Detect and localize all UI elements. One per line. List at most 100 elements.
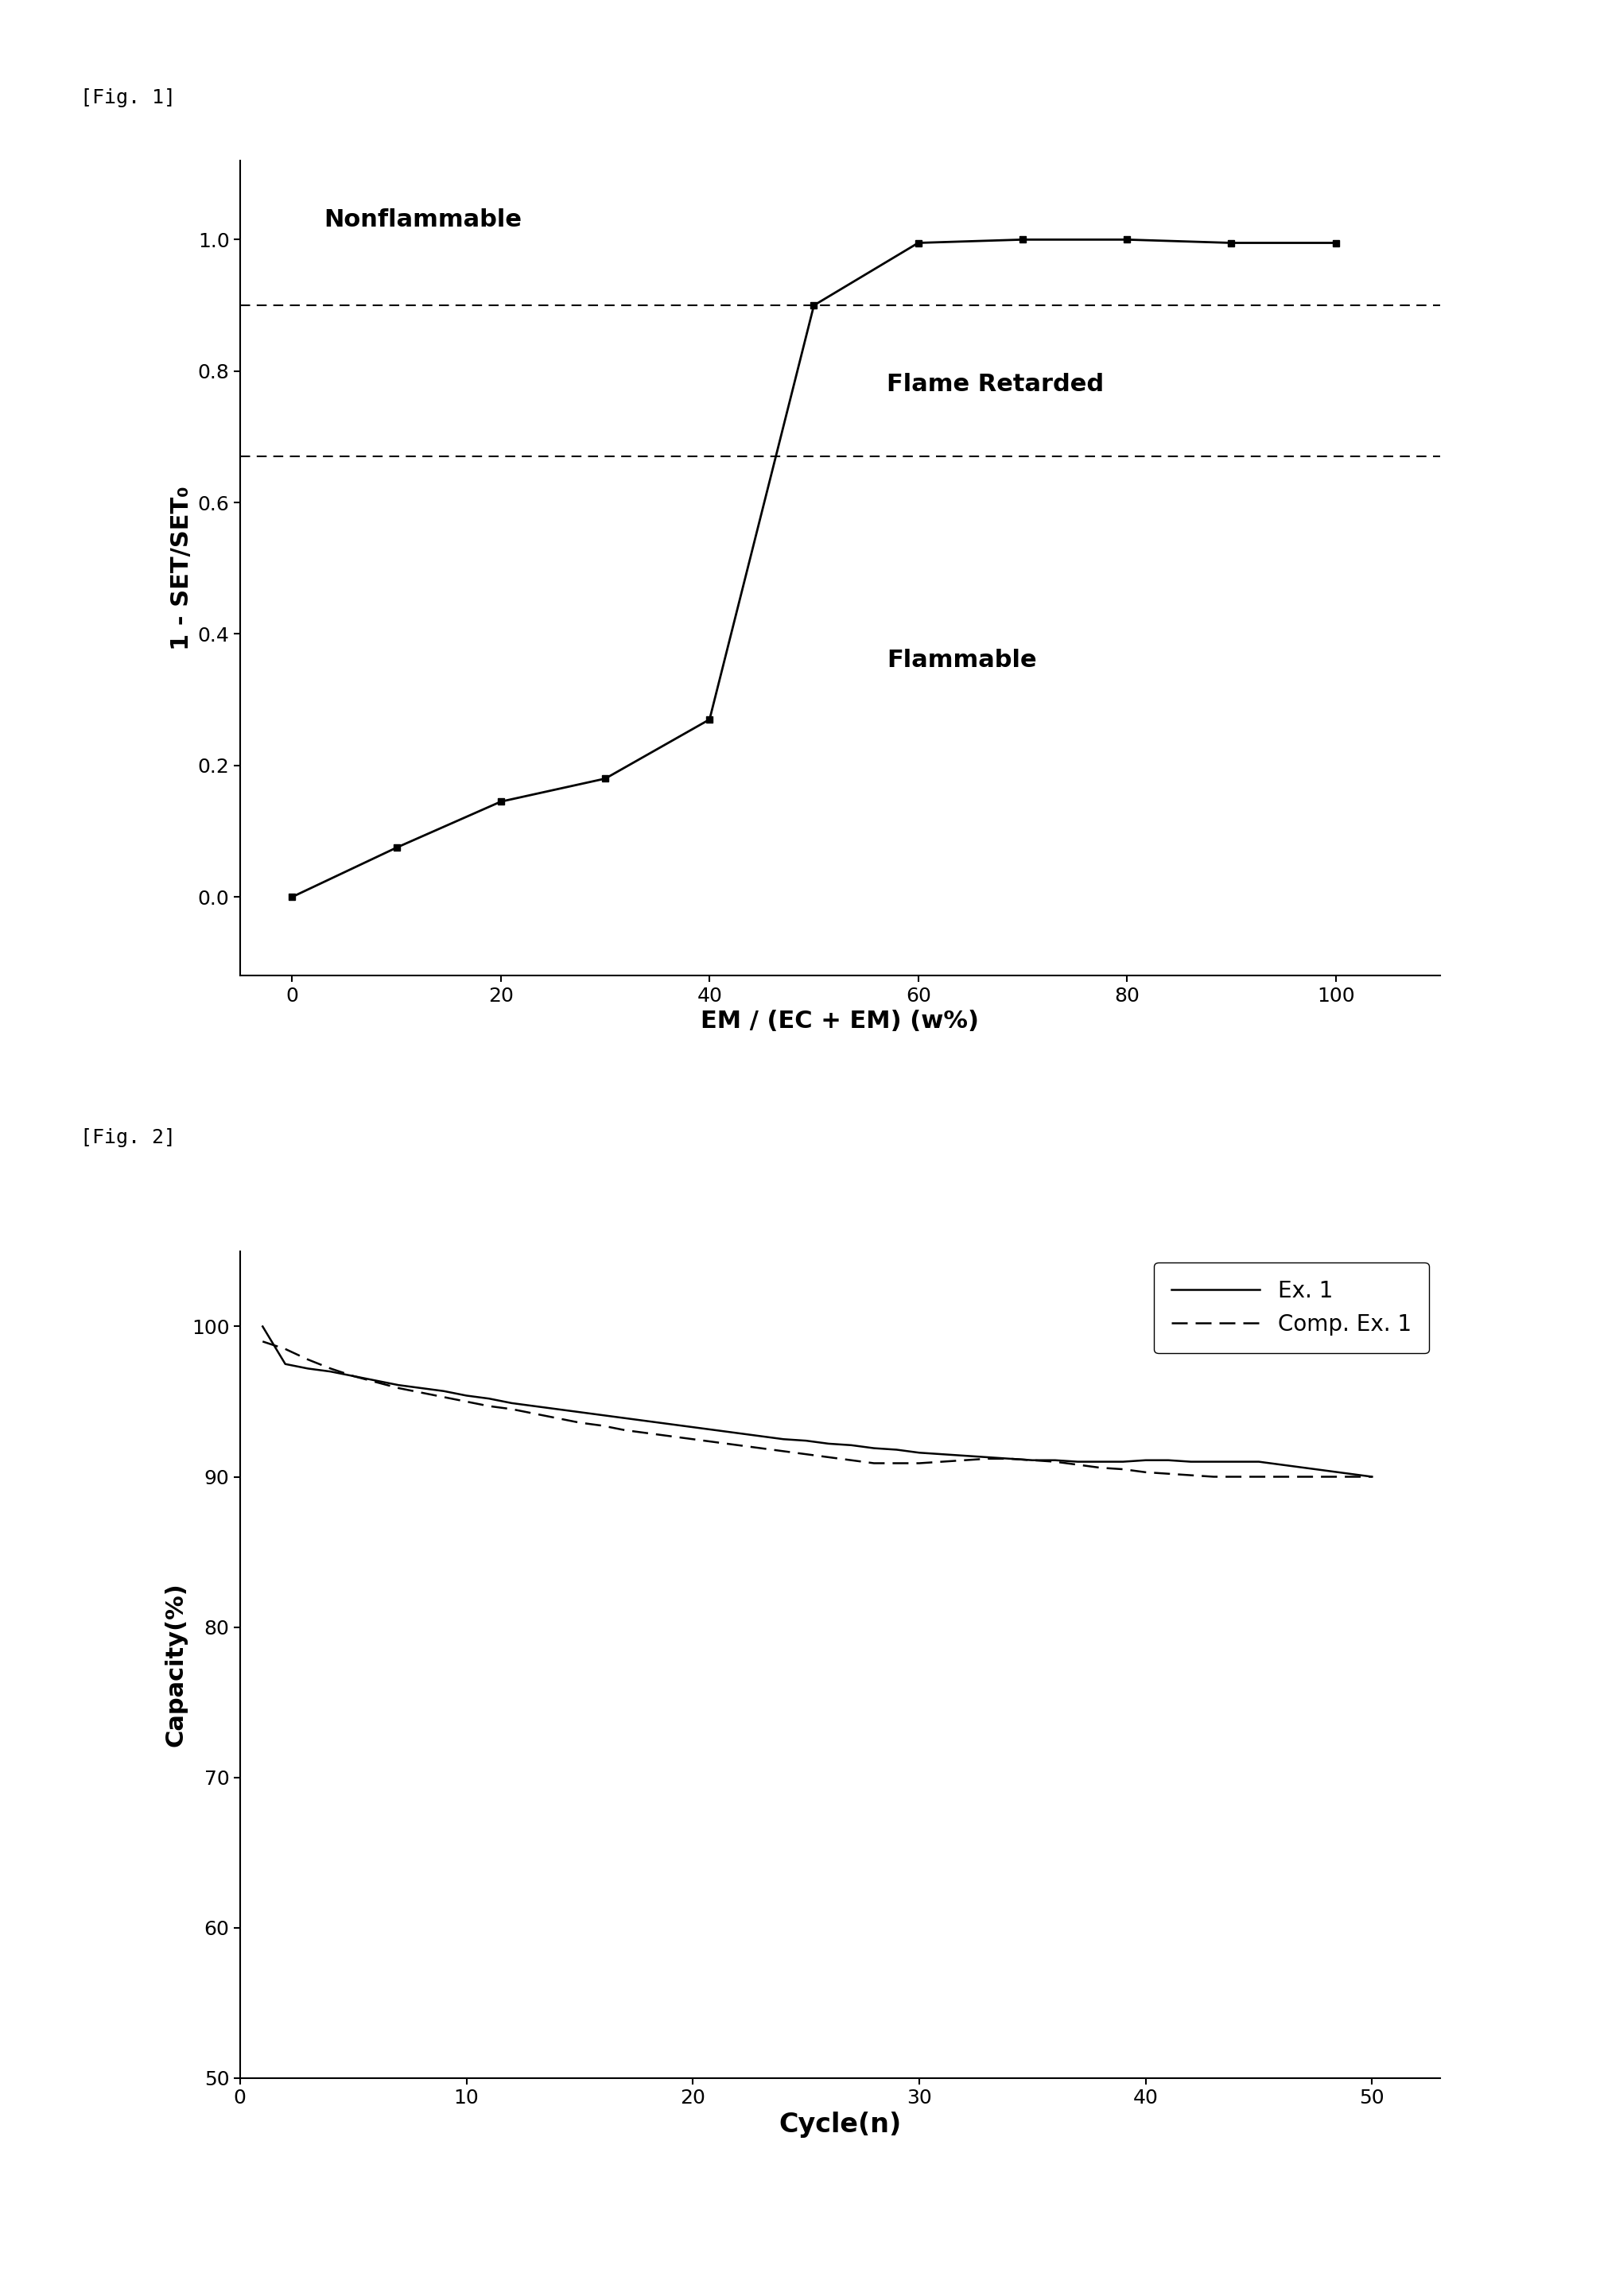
Ex. 1 <box>955 1442 974 1469</box>
Comp. Ex. 1 <box>1317 1463 1336 1490</box>
Ex. 1 <box>344 1362 363 1389</box>
Comp. Ex. 1 <box>774 1437 794 1465</box>
Line: Ex. 1: Ex. 1 <box>262 1327 1373 1476</box>
Ex. 1 <box>728 1419 747 1446</box>
Comp. Ex. 1 <box>298 1345 317 1373</box>
Ex. 1 <box>978 1444 997 1472</box>
Comp. Ex. 1 <box>819 1444 838 1472</box>
Y-axis label: 1 - SET/SET₀: 1 - SET/SET₀ <box>170 487 194 650</box>
Ex. 1 <box>683 1414 702 1442</box>
Comp. Ex. 1 <box>322 1355 341 1382</box>
Comp. Ex. 1 <box>502 1396 522 1424</box>
Ex. 1 <box>886 1435 906 1463</box>
Ex. 1 <box>750 1424 770 1451</box>
Ex. 1 <box>1250 1449 1269 1476</box>
Ex. 1 <box>547 1396 566 1424</box>
Comp. Ex. 1 <box>1272 1463 1291 1490</box>
Comp. Ex. 1 <box>728 1430 747 1458</box>
Comp. Ex. 1 <box>1069 1451 1088 1479</box>
Comp. Ex. 1 <box>910 1449 930 1476</box>
Comp. Ex. 1 <box>933 1449 952 1476</box>
Ex. 1 <box>1227 1449 1246 1476</box>
Comp. Ex. 1 <box>1203 1463 1222 1490</box>
Comp. Ex. 1 <box>616 1417 635 1444</box>
Ex. 1 <box>1203 1449 1222 1476</box>
Ex. 1 <box>298 1355 317 1382</box>
Ex. 1 <box>1069 1449 1088 1476</box>
Ex. 1 <box>774 1426 794 1453</box>
Comp. Ex. 1 <box>480 1391 499 1419</box>
Comp. Ex. 1 <box>1250 1463 1269 1490</box>
Comp. Ex. 1 <box>411 1380 430 1407</box>
Ex. 1 <box>275 1350 294 1378</box>
Line: Comp. Ex. 1: Comp. Ex. 1 <box>262 1341 1373 1476</box>
Comp. Ex. 1 <box>864 1449 883 1476</box>
Y-axis label: Capacity(%): Capacity(%) <box>165 1582 187 1747</box>
X-axis label: EM / (EC + EM) (w%): EM / (EC + EM) (w%) <box>701 1010 979 1033</box>
Comp. Ex. 1 <box>750 1435 770 1463</box>
Comp. Ex. 1 <box>661 1424 680 1451</box>
Ex. 1 <box>411 1375 430 1403</box>
Comp. Ex. 1 <box>706 1428 725 1456</box>
Ex. 1 <box>253 1313 272 1341</box>
Ex. 1 <box>1272 1451 1291 1479</box>
Comp. Ex. 1 <box>1339 1463 1358 1490</box>
Ex. 1 <box>592 1401 611 1428</box>
Comp. Ex. 1 <box>253 1327 272 1355</box>
Ex. 1 <box>706 1417 725 1444</box>
Comp. Ex. 1 <box>1045 1449 1064 1476</box>
Ex. 1 <box>570 1398 589 1426</box>
Ex. 1 <box>1091 1449 1110 1476</box>
Ex. 1 <box>1045 1446 1064 1474</box>
Comp. Ex. 1 <box>434 1382 453 1410</box>
Text: [Fig. 1]: [Fig. 1] <box>80 87 176 108</box>
Ex. 1 <box>458 1382 477 1410</box>
Ex. 1 <box>525 1391 544 1419</box>
Text: Flammable: Flammable <box>886 647 1037 673</box>
Text: [Fig. 2]: [Fig. 2] <box>80 1127 176 1148</box>
Comp. Ex. 1 <box>797 1440 816 1467</box>
Ex. 1 <box>1294 1453 1314 1481</box>
X-axis label: Cycle(n): Cycle(n) <box>779 2112 901 2138</box>
Ex. 1 <box>1339 1460 1358 1488</box>
Comp. Ex. 1 <box>1022 1446 1042 1474</box>
Comp. Ex. 1 <box>842 1446 861 1474</box>
Comp. Ex. 1 <box>1181 1463 1200 1490</box>
Ex. 1 <box>389 1371 408 1398</box>
Ex. 1 <box>616 1405 635 1433</box>
Comp. Ex. 1 <box>389 1375 408 1403</box>
Comp. Ex. 1 <box>1158 1460 1178 1488</box>
Ex. 1 <box>819 1430 838 1458</box>
Ex. 1 <box>661 1410 680 1437</box>
Ex. 1 <box>933 1440 952 1467</box>
Comp. Ex. 1 <box>886 1449 906 1476</box>
Comp. Ex. 1 <box>592 1412 611 1440</box>
Comp. Ex. 1 <box>1136 1458 1155 1486</box>
Ex. 1 <box>638 1407 658 1435</box>
Comp. Ex. 1 <box>1091 1453 1110 1481</box>
Ex. 1 <box>480 1384 499 1412</box>
Ex. 1 <box>797 1426 816 1453</box>
Legend: Ex. 1, Comp. Ex. 1: Ex. 1, Comp. Ex. 1 <box>1154 1263 1429 1352</box>
Comp. Ex. 1 <box>1114 1456 1133 1483</box>
Comp. Ex. 1 <box>458 1387 477 1414</box>
Ex. 1 <box>1158 1446 1178 1474</box>
Ex. 1 <box>1000 1444 1019 1472</box>
Ex. 1 <box>1181 1449 1200 1476</box>
Comp. Ex. 1 <box>570 1410 589 1437</box>
Comp. Ex. 1 <box>1363 1463 1382 1490</box>
Comp. Ex. 1 <box>1000 1444 1019 1472</box>
Ex. 1 <box>864 1435 883 1463</box>
Ex. 1 <box>910 1440 930 1467</box>
Text: Nonflammable: Nonflammable <box>323 209 522 232</box>
Ex. 1 <box>322 1357 341 1384</box>
Comp. Ex. 1 <box>1294 1463 1314 1490</box>
Comp. Ex. 1 <box>1227 1463 1246 1490</box>
Comp. Ex. 1 <box>547 1405 566 1433</box>
Ex. 1 <box>1136 1446 1155 1474</box>
Ex. 1 <box>366 1366 386 1394</box>
Text: Flame Retarded: Flame Retarded <box>886 372 1104 395</box>
Ex. 1 <box>1363 1463 1382 1490</box>
Ex. 1 <box>502 1389 522 1417</box>
Comp. Ex. 1 <box>366 1368 386 1396</box>
